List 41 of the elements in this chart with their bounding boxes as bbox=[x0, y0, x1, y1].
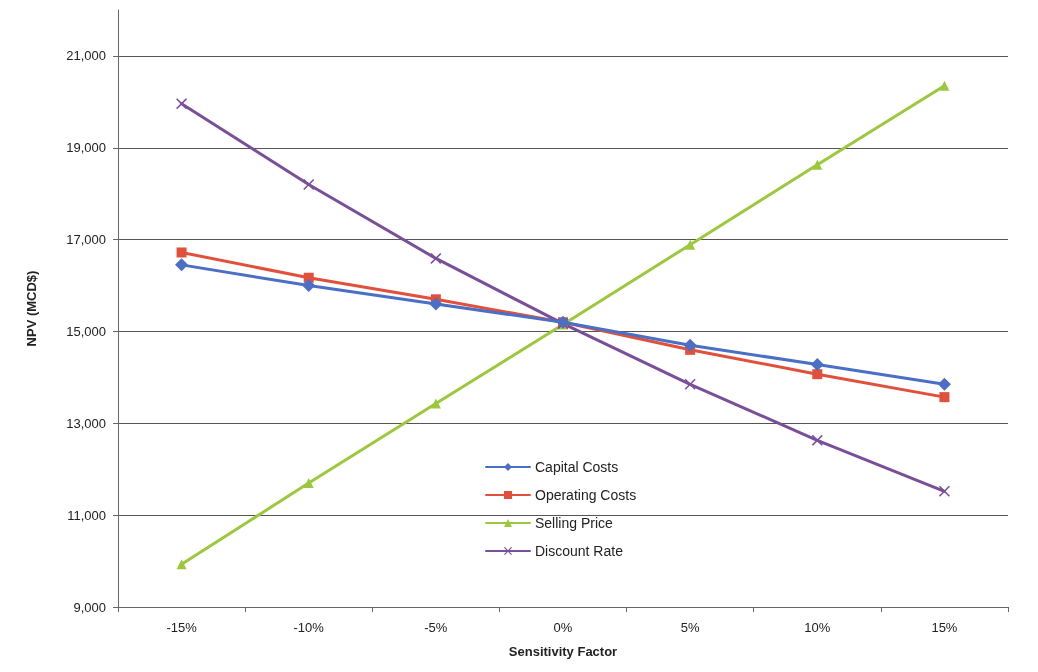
point bbox=[685, 239, 696, 250]
point bbox=[812, 369, 823, 380]
x-tick-label: 15% bbox=[931, 620, 958, 635]
legend-label: Selling Price bbox=[535, 515, 614, 531]
y-tick-label: 21,000 bbox=[66, 48, 106, 64]
point bbox=[302, 279, 316, 293]
point bbox=[939, 392, 950, 403]
point bbox=[811, 434, 823, 446]
y-tick-label: 15,000 bbox=[66, 323, 106, 339]
y-tick-label: 11,000 bbox=[67, 507, 106, 523]
legend-label: Operating Costs bbox=[535, 487, 637, 503]
point bbox=[684, 378, 696, 390]
point bbox=[303, 179, 315, 191]
legend-label: Capital Costs bbox=[535, 459, 619, 475]
y-tick-label: 13,000 bbox=[66, 415, 106, 431]
y-tick-label: 17,000 bbox=[66, 232, 106, 248]
point bbox=[938, 485, 950, 497]
point bbox=[303, 478, 314, 489]
legend-label: Discount Rate bbox=[535, 543, 624, 559]
y-tick-label: 19,000 bbox=[66, 140, 106, 156]
point bbox=[176, 559, 187, 570]
point bbox=[429, 297, 443, 311]
point bbox=[430, 252, 442, 264]
point bbox=[937, 377, 951, 391]
point bbox=[176, 98, 188, 110]
point bbox=[175, 258, 189, 272]
x-axis-title: Sensitivity Factor bbox=[508, 644, 618, 659]
point bbox=[810, 358, 824, 372]
point bbox=[812, 159, 823, 170]
point bbox=[939, 80, 950, 91]
x-tick-label: -10% bbox=[293, 620, 325, 635]
y-axis-title: NPV (MCD$) bbox=[24, 270, 39, 347]
y-tick-label: 9,000 bbox=[73, 599, 106, 615]
point bbox=[176, 247, 187, 258]
x-tick-label: -15% bbox=[166, 620, 198, 635]
x-tick-label: 5% bbox=[680, 620, 700, 635]
point bbox=[430, 398, 441, 409]
x-tick-label: 0% bbox=[553, 620, 573, 635]
x-tick-label: -5% bbox=[424, 620, 448, 635]
x-tick-label: 10% bbox=[804, 620, 831, 635]
point bbox=[683, 338, 697, 352]
